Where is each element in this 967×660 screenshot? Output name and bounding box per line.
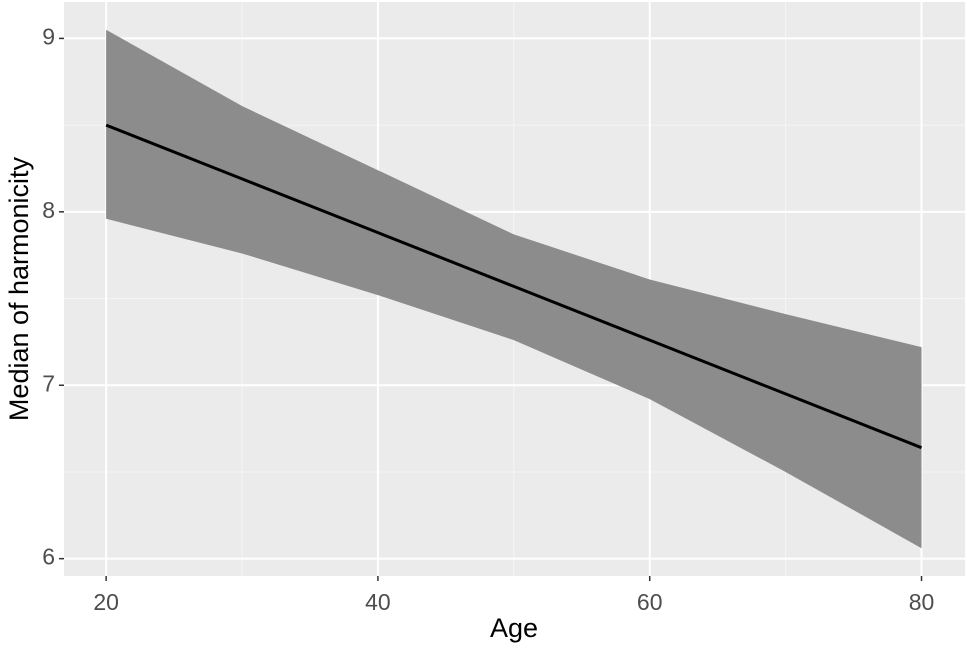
- confidence-band: [106, 29, 922, 549]
- fit-line: [105, 123, 923, 450]
- y-tick-label: 8: [42, 197, 55, 223]
- y-tick-label: 7: [42, 370, 55, 396]
- y-tick-label: 6: [42, 544, 55, 570]
- y-axis-title: Median of harmonicity: [4, 156, 34, 421]
- x-tick-label: 20: [93, 589, 119, 615]
- x-tick-label: 60: [637, 589, 663, 615]
- x-tick-label: 40: [365, 589, 391, 615]
- x-tick-label: 80: [909, 589, 935, 615]
- y-tick-label: 9: [42, 23, 55, 49]
- x-axis-title: Age: [490, 613, 538, 643]
